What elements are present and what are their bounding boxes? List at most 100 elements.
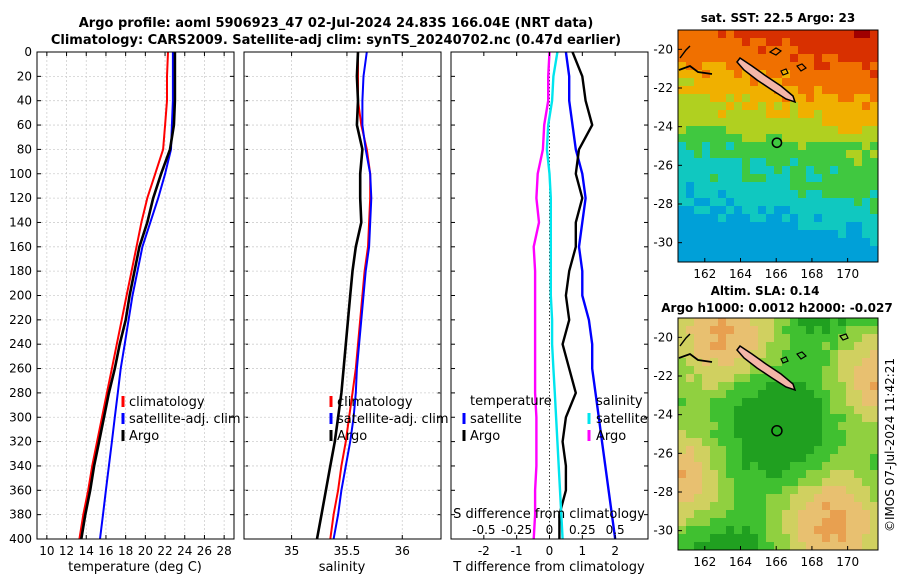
sst-cell: [862, 182, 871, 191]
sla-cell: [726, 334, 735, 343]
sla-cell: [838, 382, 847, 391]
sla-cell: [710, 398, 719, 407]
sst-cell: [822, 70, 831, 79]
sst-cell: [726, 158, 735, 167]
sla-cell: [758, 542, 767, 550]
sst-cell: [742, 182, 751, 191]
sst-cell: [702, 246, 711, 255]
sst-cell: [750, 190, 759, 199]
sst-cell: [686, 254, 695, 262]
sla-cell: [742, 510, 751, 519]
sla-cell: [782, 526, 791, 535]
sst-cell: [782, 230, 791, 239]
sst-cell: [798, 246, 807, 255]
sla-cell: [846, 470, 855, 479]
sla-cell: [766, 414, 775, 423]
sst-cell: [774, 78, 783, 87]
sst-cell: [678, 246, 687, 255]
sla-cell: [686, 422, 695, 431]
sla-cell: [734, 438, 743, 447]
sst-cell: [782, 182, 791, 191]
sst-cell: [814, 254, 823, 262]
sla-cell: [782, 398, 791, 407]
sst-cell: [734, 206, 743, 215]
diff-series-temperature-satellite: [564, 52, 617, 539]
sla-cell: [846, 430, 855, 439]
sla-cell: [702, 366, 711, 375]
sla-cell: [846, 342, 855, 351]
sst-cell: [758, 142, 767, 151]
sst-cell: [694, 158, 703, 167]
sla-cell: [758, 470, 767, 479]
sla-cell: [710, 382, 719, 391]
sla-cell: [710, 534, 719, 543]
sst-lat-tick-label: -30: [653, 236, 673, 250]
sla-cell: [702, 526, 711, 535]
sla-cell: [830, 318, 839, 327]
sst-cell: [750, 150, 759, 159]
sst-cell: [718, 254, 727, 262]
sst-cell: [766, 46, 775, 55]
sst-cell: [846, 94, 855, 103]
sst-cell: [830, 62, 839, 71]
sla-cell: [782, 422, 791, 431]
sla-cell: [766, 510, 775, 519]
sla-cell: [694, 494, 703, 503]
sla-cell: [750, 438, 759, 447]
sla-cell: [750, 518, 759, 527]
sla-cell: [838, 326, 847, 335]
sla-cell: [782, 534, 791, 543]
sst-cell: [758, 150, 767, 159]
sst-cell: [694, 230, 703, 239]
sla-cell: [830, 334, 839, 343]
sst-cell: [766, 54, 775, 63]
sst-cell: [678, 94, 687, 103]
sla-cell: [830, 422, 839, 431]
sst-cell: [710, 254, 719, 262]
sla-cell: [862, 350, 871, 359]
sla-cell: [742, 326, 751, 335]
temp-xtick-label: 24: [177, 544, 192, 558]
sst-cell: [854, 238, 863, 247]
sla-cell: [686, 382, 695, 391]
sst-cell: [726, 150, 735, 159]
sla-cell: [718, 350, 727, 359]
sla-cell: [734, 430, 743, 439]
sla-cell: [838, 414, 847, 423]
sla-cell: [806, 526, 815, 535]
sst-cell: [806, 198, 815, 207]
sla-cell: [822, 414, 831, 423]
sst-cell: [862, 118, 871, 127]
sla-cell: [750, 422, 759, 431]
sst-cell: [814, 94, 823, 103]
sst-cell: [758, 206, 767, 215]
depth-tick-label: 100: [9, 167, 32, 181]
sst-cell: [694, 198, 703, 207]
sst-cell: [734, 126, 743, 135]
sst-cell: [774, 214, 783, 223]
sla-cell: [710, 350, 719, 359]
depth-tick-label: 240: [9, 337, 32, 351]
sla-cell: [734, 502, 743, 511]
depth-tick-label: 60: [17, 118, 32, 132]
sla-cell: [734, 406, 743, 415]
sla-cell: [790, 470, 799, 479]
sla-cell: [870, 334, 878, 343]
sla-cell: [774, 486, 783, 495]
sla-cell: [846, 462, 855, 471]
sla-cell: [726, 510, 735, 519]
sla-cell: [798, 430, 807, 439]
sla-cell: [774, 406, 783, 415]
sst-cell: [854, 30, 863, 39]
sla-cell: [830, 358, 839, 367]
sla-cell: [814, 502, 823, 511]
sst-cell: [710, 70, 719, 79]
sst-cell: [862, 222, 871, 231]
sla-cell: [750, 334, 759, 343]
sla-cell: [702, 518, 711, 527]
sst-cell: [814, 118, 823, 127]
sla-cell: [686, 406, 695, 415]
sst-cell: [798, 190, 807, 199]
sla-cell: [838, 422, 847, 431]
sla-cell: [846, 486, 855, 495]
